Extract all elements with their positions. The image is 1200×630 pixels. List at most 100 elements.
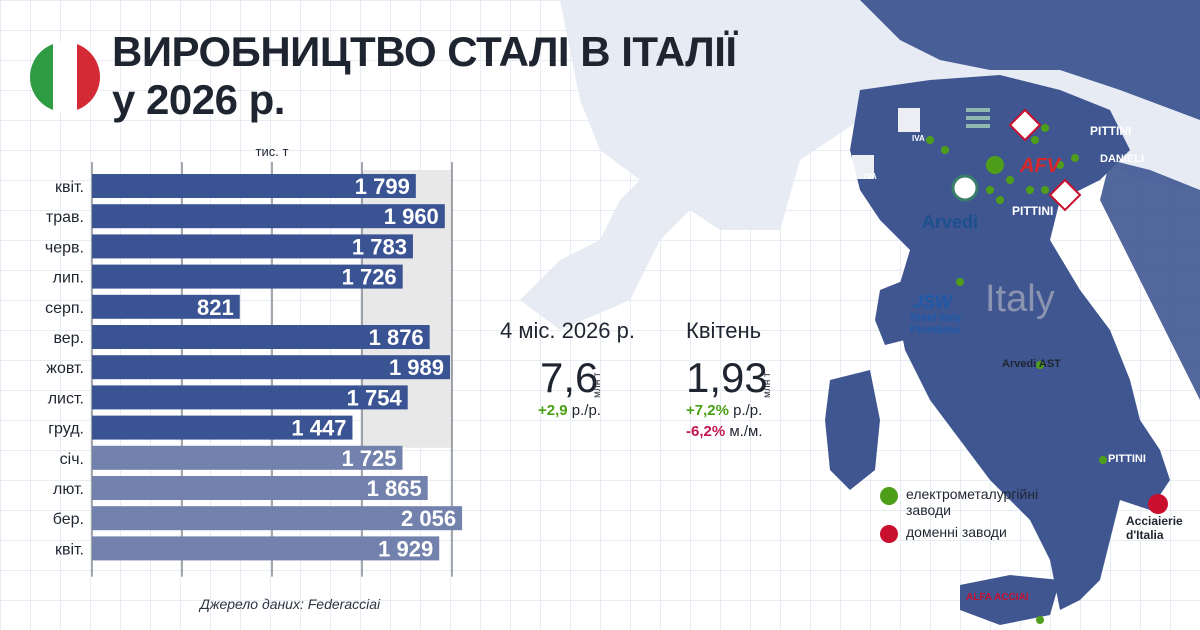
ytd-period: 4 міс. 2026 р. <box>500 318 635 343</box>
riva-logo-box <box>898 108 920 132</box>
italy-shape <box>850 75 1170 610</box>
category-label: вер. <box>53 330 84 347</box>
value-label: 1 876 <box>369 325 424 350</box>
title-line1: ВИРОБНИЦТВО СТАЛІ В ІТАЛІЇ <box>112 28 737 75</box>
adi-logo-line2: d'Italia <box>1126 528 1164 542</box>
category-label: лют. <box>53 481 84 498</box>
arvedi-emblem <box>951 174 979 202</box>
bar <box>92 355 451 380</box>
plant-dot <box>1036 361 1044 369</box>
blast-plant-marker <box>1148 494 1168 514</box>
category-label: трав. <box>46 209 84 226</box>
legend-blast-label: доменні заводи <box>906 524 1007 540</box>
value-label: 1 447 <box>291 416 346 441</box>
plant-dot <box>1099 456 1107 464</box>
alps-region <box>860 0 1200 120</box>
legend-blast-dot <box>880 525 898 543</box>
month-unit: млн т <box>762 372 773 398</box>
ytd-yoy-suffix: р./р. <box>567 402 601 419</box>
flag-white-stripe <box>53 42 77 112</box>
jsw-sub-logo: Steel Italy Piombino <box>910 312 962 336</box>
plant-dot <box>956 278 964 286</box>
arvedi-ast-logo: Arvedi AST <box>1002 358 1061 370</box>
map-legend: електрометалургійні заводи доменні завод… <box>880 486 1039 549</box>
plant-dot <box>1006 176 1014 184</box>
bar <box>92 445 403 470</box>
italy-flag-icon <box>30 42 100 112</box>
ytd-value-row: 7,6 млн т <box>500 354 670 402</box>
danieli-logo: DANIELI <box>1100 153 1144 165</box>
pittini-logo: PITTINI <box>1108 453 1146 465</box>
plant-dot <box>1071 154 1079 162</box>
category-label: лип. <box>53 270 84 287</box>
category-label: квіт. <box>55 179 84 196</box>
legend-electric-dot <box>880 487 898 505</box>
month-mom-suffix: м./м. <box>725 423 763 440</box>
riva-logo-box <box>852 155 874 179</box>
electric-plant-markers <box>926 124 1107 624</box>
month-yoy-suffix: р./р. <box>728 402 763 419</box>
flag-red-stripe <box>76 42 100 112</box>
plant-dot <box>1041 186 1049 194</box>
category-label: черв. <box>45 239 84 256</box>
bar <box>92 536 440 561</box>
title-line2: у 2026 р. <box>112 76 285 123</box>
value-label: 2 056 <box>401 506 456 531</box>
stripes-logo <box>1008 108 1042 142</box>
value-label: 1 960 <box>384 204 439 229</box>
category-label: бер. <box>53 511 84 528</box>
bar-chart: тис. т квіт. 1 799 трав. 1 960 черв. 1 783 лип.… <box>45 144 463 577</box>
sardinia <box>875 280 915 345</box>
plant-dot <box>926 136 934 144</box>
category-label: жовт. <box>46 360 84 377</box>
bar <box>92 234 413 259</box>
bar <box>92 204 445 229</box>
riva-logo-text: IVA <box>864 172 877 181</box>
category-label: січ. <box>60 451 84 468</box>
value-label: 1 865 <box>367 476 422 501</box>
plant-dot <box>1056 161 1064 169</box>
value-label: 821 <box>197 295 234 320</box>
plant-dot <box>996 196 1004 204</box>
jsw-logo: JSW <box>913 292 953 312</box>
ytd-stat: 4 міс. 2026 р. 7,6 млн т +2,9 р./р. <box>500 318 670 419</box>
plant-dot <box>1036 616 1044 624</box>
plant-dot <box>1031 136 1039 144</box>
value-label: 1 989 <box>389 355 444 380</box>
flag-green-stripe <box>30 42 54 112</box>
category-label: серп. <box>45 300 84 317</box>
category-label: лист. <box>48 390 84 407</box>
legend-item-blast: доменні заводи <box>880 524 1036 543</box>
month-value: 1,93 <box>686 354 768 401</box>
category-label: квіт. <box>55 541 84 558</box>
map-country-label: Italy <box>985 278 1055 320</box>
month-mom-value: -6,2% <box>686 423 726 440</box>
bar <box>92 476 428 500</box>
value-label: 1 754 <box>347 385 403 410</box>
stripes-logo <box>1048 178 1082 212</box>
page-title: ВИРОБНИЦТВО СТАЛІ В ІТАЛІЇ у 2026 р. <box>112 28 737 124</box>
bar <box>92 174 416 198</box>
value-label: 1 799 <box>355 174 410 199</box>
bar <box>92 294 240 319</box>
month-stat: Квітень 1,93 млн т +7,2% р./р. -6,2% м./… <box>686 318 836 440</box>
bar <box>92 325 430 349</box>
month-mom: -6,2% м./м. <box>686 423 836 440</box>
ytd-yoy: +2,9 р./р. <box>538 402 670 419</box>
pittini-logo: PITTINI <box>1012 204 1054 218</box>
legend-item-electric: електрометалургійні заводи <box>880 486 1039 518</box>
bar <box>92 415 353 440</box>
alfa-acciai-logo: ALFA ACCIAI <box>966 592 1029 603</box>
value-label: 1 929 <box>378 536 433 561</box>
legend-electric-label: електрометалургійні заводи <box>906 486 1039 518</box>
value-label: 1 726 <box>342 265 397 290</box>
bar <box>92 264 403 289</box>
category-label: груд. <box>48 421 84 438</box>
ytd-yoy-value: +2,9 <box>538 402 568 419</box>
arvedi-logo: Arvedi <box>922 212 979 232</box>
adi-logo-line1: Acciaierie <box>1126 514 1183 528</box>
ytd-unit: млн т <box>592 372 603 398</box>
sicily <box>960 575 1060 625</box>
sardinia-south <box>825 370 880 490</box>
